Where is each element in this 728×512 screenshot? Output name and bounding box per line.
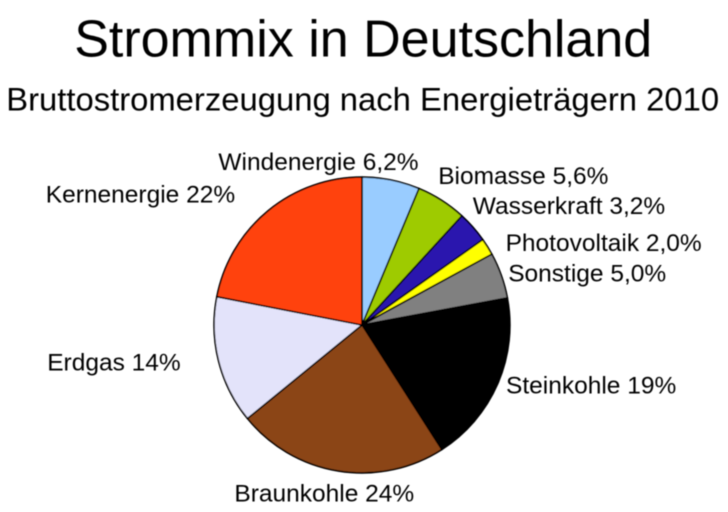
svg-text:Bruttostromerzeugung nach Ener: Bruttostromerzeugung nach Energieträgern… [6,81,719,118]
svg-text:Strommix in Deutschland: Strommix in Deutschland [74,11,652,69]
svg-text:Photovoltaik 2,0%: Photovoltaik 2,0% [506,230,702,257]
svg-text:Sonstige 5,0%: Sonstige 5,0% [508,261,666,288]
svg-text:Steinkohle 19%: Steinkohle 19% [506,372,676,399]
svg-text:Windenergie 6,2%: Windenergie 6,2% [218,149,418,176]
svg-text:Erdgas 14%: Erdgas 14% [47,350,180,377]
svg-text:Kernenergie 22%: Kernenergie 22% [46,182,235,209]
svg-text:Braunkohle 24%: Braunkohle 24% [234,481,414,508]
svg-text:Biomasse 5,6%: Biomasse 5,6% [438,163,608,190]
svg-text:Wasserkraft 3,2%: Wasserkraft 3,2% [473,193,665,220]
